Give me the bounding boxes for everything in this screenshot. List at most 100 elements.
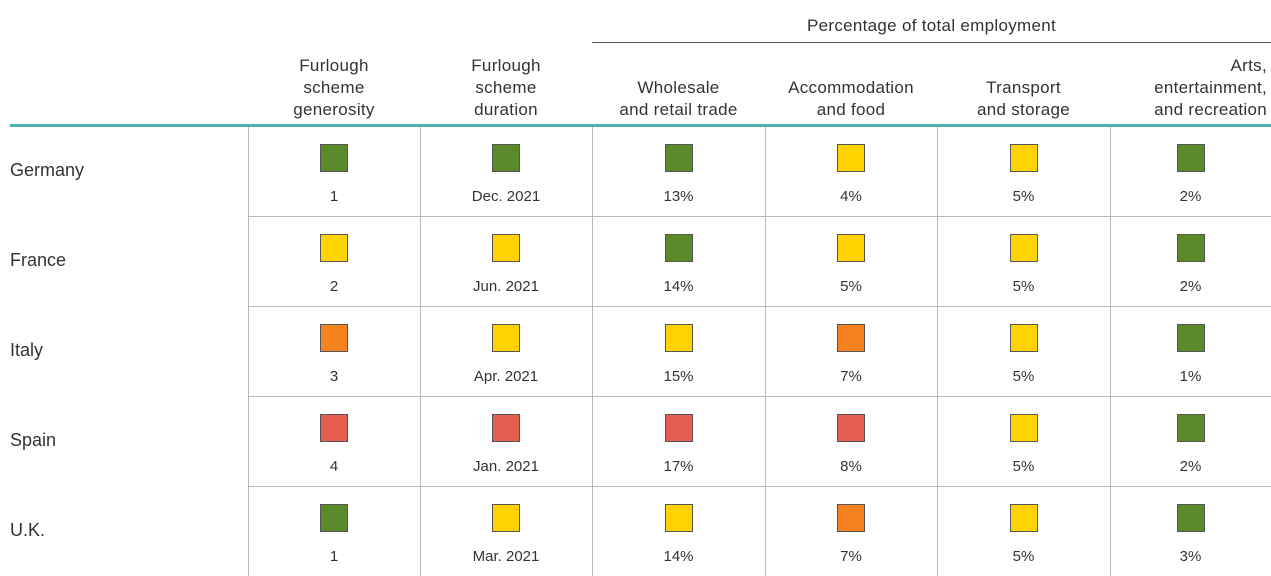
column-header: and storage: [976, 100, 1071, 119]
cell-value: 2%: [1179, 278, 1202, 295]
column-header: scheme: [303, 78, 365, 97]
status-square: [320, 414, 348, 442]
column-header: Transport: [986, 78, 1061, 97]
cell-value: 14%: [663, 278, 694, 295]
column-rule: [1110, 217, 1111, 306]
column-header: Accommodation: [788, 78, 914, 97]
column-rule: [765, 127, 766, 216]
status-square: [1176, 414, 1205, 442]
column-rule: [765, 487, 766, 576]
cell-value: 4: [329, 458, 339, 475]
column-rule: [1110, 127, 1111, 216]
status-square: [320, 234, 348, 262]
status-square: [1009, 504, 1038, 532]
column-rule: [592, 217, 593, 306]
status-square: [320, 324, 348, 352]
row-rule: [248, 306, 1271, 307]
cell-value: 8%: [840, 458, 862, 475]
column-rule: [248, 487, 249, 576]
cell-value: 7%: [840, 368, 862, 385]
status-square: [664, 414, 693, 442]
row-rule: [248, 396, 1271, 397]
column-header: and recreation: [1154, 100, 1267, 119]
column-rule: [1110, 487, 1111, 576]
column-rule: [1110, 307, 1111, 396]
status-square: [1176, 324, 1205, 352]
status-square: [492, 144, 520, 172]
column-rule: [937, 217, 938, 306]
column-rule: [248, 397, 249, 486]
cell-value: 1: [329, 548, 339, 565]
cell-value: 3%: [1179, 548, 1202, 565]
country: U.K.: [10, 520, 46, 540]
cell-value: 1%: [1179, 368, 1202, 385]
column-header: duration: [474, 100, 538, 119]
status-square: [320, 504, 348, 532]
status-square: [1009, 234, 1038, 262]
column-header: Arts,: [1230, 56, 1267, 75]
country: France: [10, 250, 67, 270]
column-rule: [248, 127, 249, 216]
column-rule: [937, 307, 938, 396]
status-square: [837, 234, 865, 262]
status-square: [492, 414, 520, 442]
column-rule: [420, 127, 421, 216]
group-rule: [592, 42, 1271, 43]
column-rule: [592, 127, 593, 216]
cell-value: 7%: [840, 548, 862, 565]
status-square: [664, 144, 693, 172]
column-rule: [592, 307, 593, 396]
status-square: [320, 144, 348, 172]
country: Italy: [10, 340, 44, 360]
group-header: Percentage of total employment: [806, 16, 1057, 35]
row-rule: [248, 486, 1271, 487]
status-square: [837, 414, 865, 442]
column-header: scheme: [475, 78, 537, 97]
column-header: generosity: [293, 100, 375, 119]
header-rule: [10, 124, 1271, 127]
column-rule: [420, 307, 421, 396]
status-square: [1009, 324, 1038, 352]
column-rule: [420, 397, 421, 486]
column-rule: [420, 217, 421, 306]
column-header: Wholesale: [637, 78, 720, 97]
cell-value: 5%: [840, 278, 862, 295]
cell-value: 2%: [1179, 458, 1202, 475]
status-square: [1176, 144, 1205, 172]
column-rule: [765, 217, 766, 306]
status-square: [1009, 144, 1038, 172]
status-square: [664, 324, 693, 352]
cell-value: 17%: [663, 458, 694, 475]
cell-value: 3: [329, 368, 339, 385]
cell-value: 5%: [1012, 458, 1035, 475]
column-header: entertainment,: [1154, 78, 1267, 97]
status-square: [1176, 504, 1205, 532]
cell-value: 2%: [1179, 188, 1202, 205]
status-square: [492, 324, 520, 352]
cell-value: Jan. 2021: [473, 458, 539, 475]
column-rule: [937, 127, 938, 216]
status-square: [664, 504, 693, 532]
country: Spain: [10, 430, 57, 450]
cell-value: 14%: [663, 548, 694, 565]
column-rule: [765, 397, 766, 486]
row-rule: [248, 216, 1271, 217]
column-rule: [592, 397, 593, 486]
cell-value: Mar. 2021: [472, 548, 540, 565]
column-rule: [1110, 397, 1111, 486]
cell-value: 13%: [663, 188, 694, 205]
cell-value: 5%: [1012, 368, 1035, 385]
column-rule: [420, 487, 421, 576]
cell-value: 5%: [1012, 278, 1035, 295]
cell-value: 5%: [1012, 548, 1035, 565]
status-square: [837, 144, 865, 172]
status-square: [664, 234, 693, 262]
cell-value: 4%: [840, 188, 862, 205]
status-square: [492, 504, 520, 532]
column-rule: [937, 487, 938, 576]
cell-value: 2: [329, 278, 339, 295]
status-square: [837, 504, 865, 532]
column-header: and retail trade: [619, 100, 738, 119]
cell-value: 5%: [1012, 188, 1035, 205]
